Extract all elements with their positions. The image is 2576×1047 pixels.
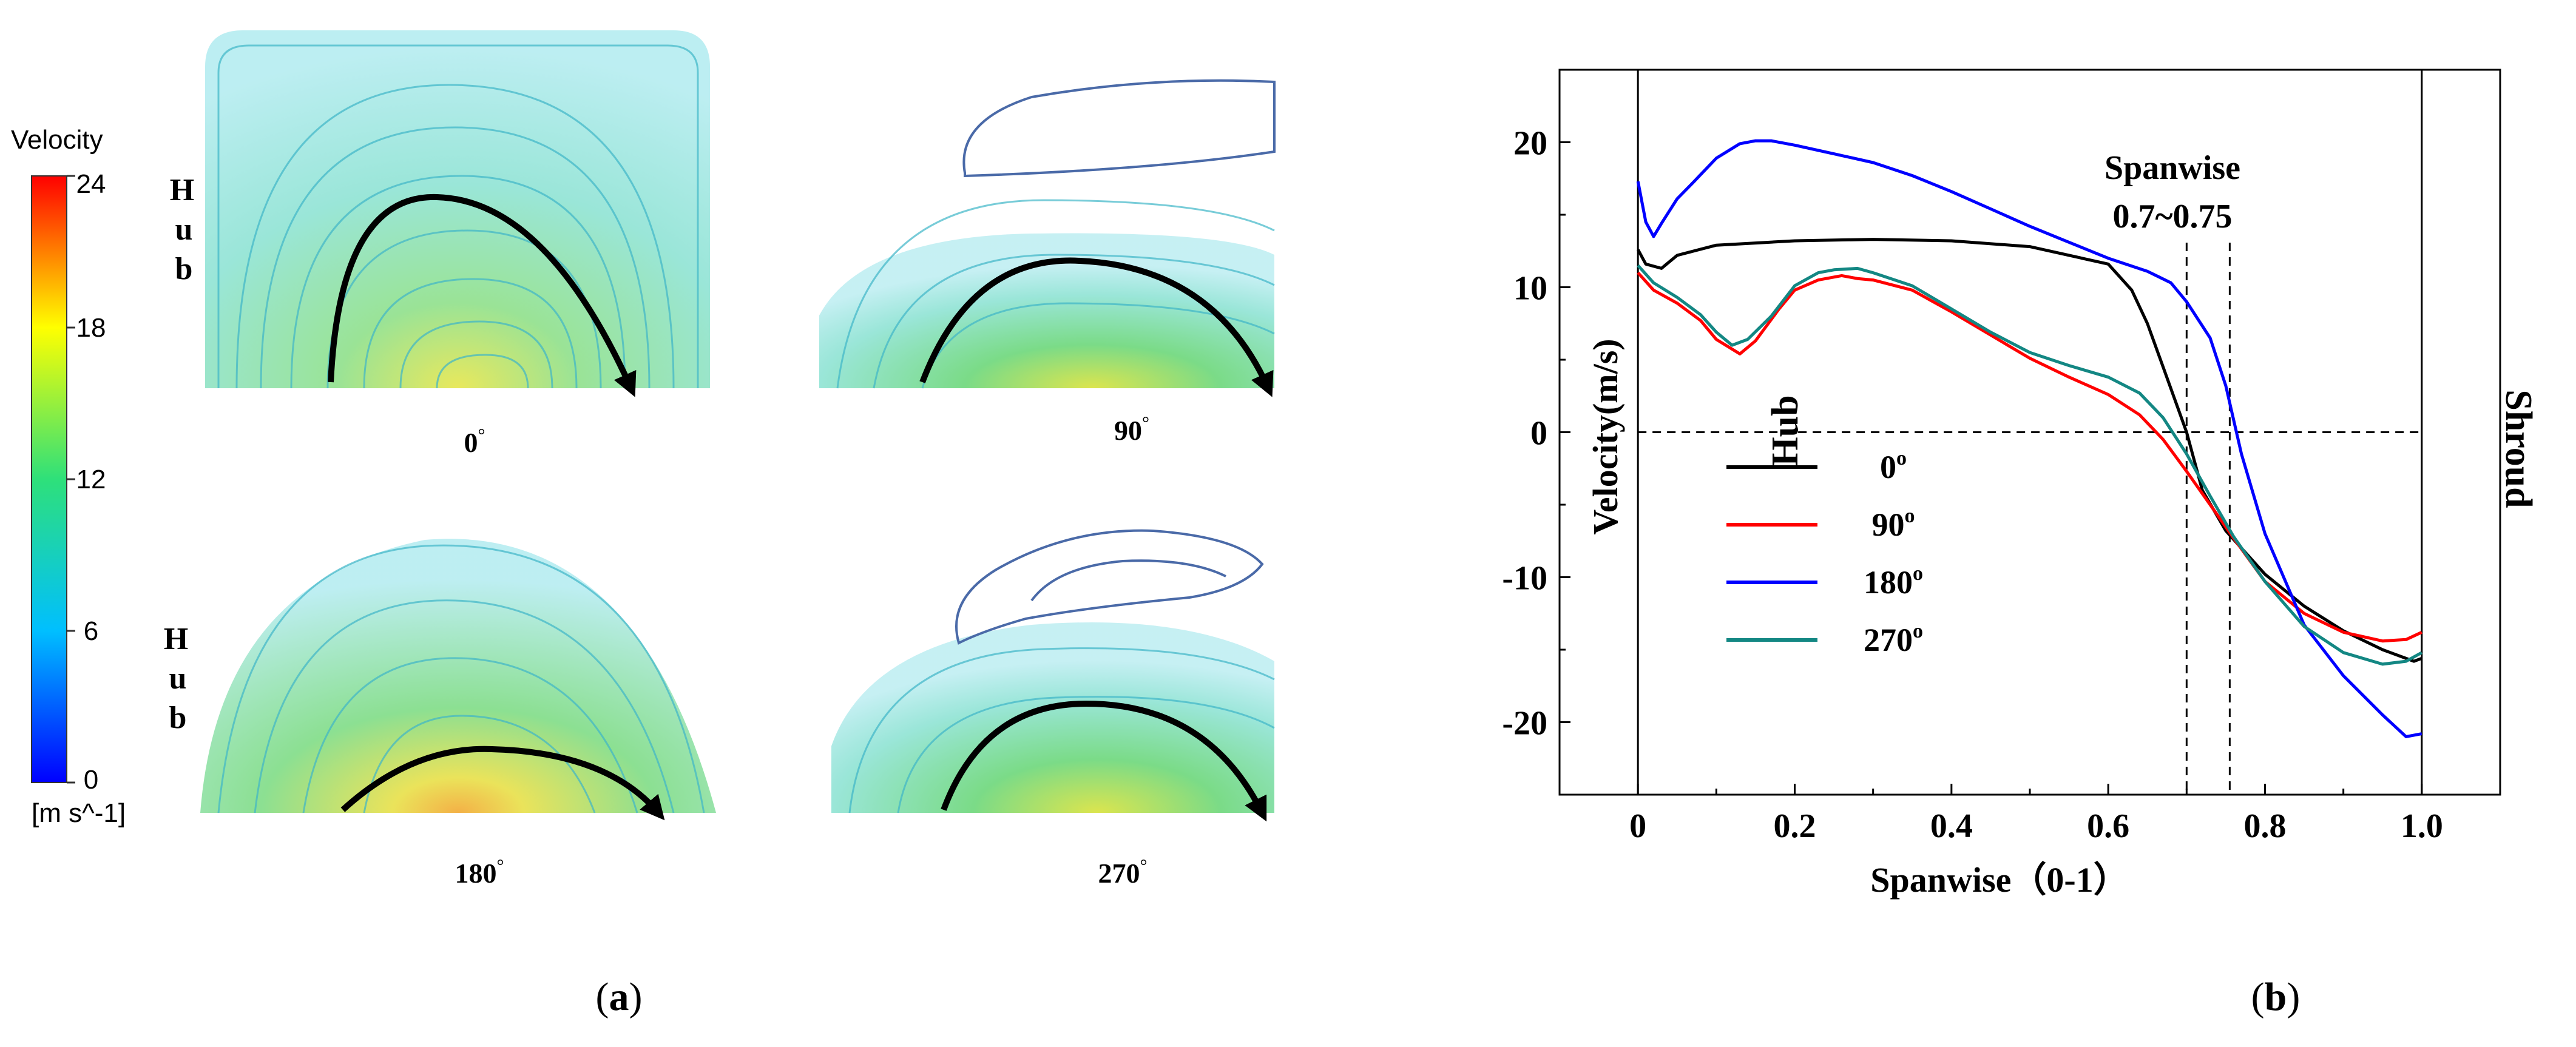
- legend-label-0: 0o: [1880, 447, 1907, 485]
- y-tick-label: -20: [1502, 705, 1547, 742]
- panel-a: Velocity 24 18 12 6 0 [m s^-1] H u b H u…: [11, 30, 1276, 1019]
- colorbar-title: Velocity: [11, 125, 103, 155]
- x-tick-label: 0.8: [2244, 807, 2287, 845]
- legend-label-270: 270o: [1864, 620, 1923, 658]
- series-line-270: [1637, 264, 2423, 666]
- hub-label-top: H u b: [170, 173, 194, 286]
- hub-letter: b: [169, 701, 187, 735]
- subplot-label-90: 90°: [1114, 413, 1149, 446]
- colorbar-tick-label: 18: [76, 313, 106, 343]
- caption-b: (b): [2251, 975, 2300, 1019]
- caption-a: (a): [596, 975, 643, 1019]
- legend-label-90: 90o: [1872, 505, 1915, 543]
- streamline-plot-90: [819, 79, 1276, 397]
- colorbar-tick-marks: [67, 175, 75, 784]
- x-tick-label: 1.0: [2401, 807, 2443, 845]
- y-tick-label: -10: [1502, 560, 1547, 598]
- colorbar: [31, 175, 67, 783]
- subplot-label-180: 180°: [455, 856, 504, 889]
- streamline-plot-180: [200, 539, 716, 821]
- streamline-plot-0: [205, 30, 710, 397]
- x-tick-label: 0.6: [2087, 807, 2129, 845]
- annotation-line-1: Spanwise: [2104, 149, 2240, 187]
- hub-label: Hub: [1765, 395, 1806, 466]
- colorbar-unit: [m s^-1]: [32, 798, 126, 828]
- annotation-line-2: 0.7~0.75: [2112, 198, 2232, 235]
- y-tick-label: 20: [1513, 125, 1547, 163]
- hub-letter: u: [175, 212, 193, 247]
- hub-letter: b: [175, 252, 193, 286]
- streamline-plot-270: [831, 529, 1275, 822]
- colorbar-tick-label: 24: [76, 169, 106, 199]
- y-axis-title: Velocity(m/s): [1586, 338, 1625, 534]
- subplot-label-270: 270°: [1098, 856, 1148, 889]
- colorbar-tick-label: 12: [76, 465, 106, 494]
- series-line-90: [1637, 271, 2422, 643]
- legend: 0o 90o 180o 270o: [1726, 447, 1923, 658]
- series-line-180: [1636, 139, 2422, 738]
- hub-letter: u: [169, 661, 187, 696]
- panel-a-svg: Velocity 24 18 12 6 0 [m s^-1] H u b H u…: [11, 30, 1276, 1019]
- y-tick-label: 0: [1530, 415, 1547, 453]
- x-tick-label: 0.4: [1930, 807, 1973, 845]
- hub-letter: H: [170, 173, 194, 207]
- x-tick-label: 0: [1629, 807, 1646, 845]
- legend-label-180: 180o: [1864, 562, 1923, 601]
- colorbar-tick-label: 6: [84, 616, 98, 646]
- series-line-0: [1637, 238, 2422, 663]
- line-chart: 0 0.2 0.4 0.6 0.8 1.0 -20 -10 0 10 20 Velocity(m/s…: [1502, 69, 2539, 1019]
- hub-label-bottom: H u b: [164, 622, 188, 735]
- x-tick-label: 0.2: [1774, 807, 1816, 845]
- panel-b: 0 0.2 0.4 0.6 0.8 1.0 -20 -10 0 10 20 Velocity(m/s…: [1396, 0, 2576, 1044]
- x-axis-title: Spanwise（0-1）: [1870, 860, 2128, 900]
- hub-letter: H: [164, 622, 188, 656]
- colorbar-tick-label: 0: [84, 765, 98, 795]
- subplot-label-0: 0°: [464, 425, 485, 458]
- y-tick-label: 10: [1513, 270, 1547, 308]
- shroud-label: Shroud: [2498, 389, 2539, 508]
- plot-layer: 0 0.2 0.4 0.6 0.8 1.0 -20 -10 0 10 20: [1502, 69, 2501, 845]
